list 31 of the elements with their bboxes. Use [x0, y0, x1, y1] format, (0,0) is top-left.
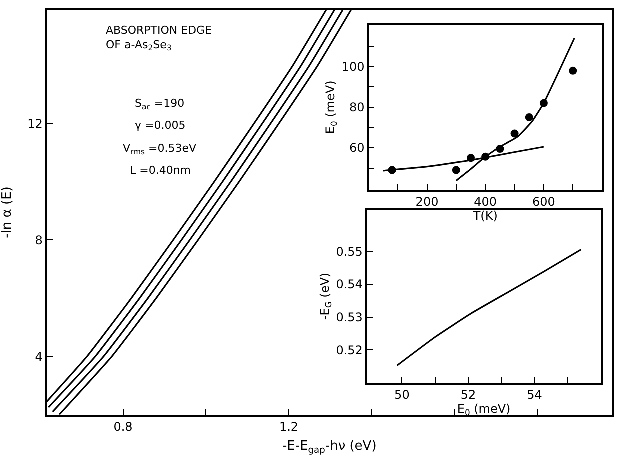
x-tick-label: 200	[416, 194, 439, 209]
annotation: S$_{ac}$ =190	[135, 97, 185, 112]
y-tick-label: 0.52	[336, 343, 363, 358]
y-tick-label: 80	[349, 100, 365, 115]
point	[569, 66, 578, 75]
x-tick-label: 54	[527, 388, 542, 402]
x-axis-title: -E-E$_{gap}$-hν (eV)	[282, 439, 377, 456]
line-series	[396, 249, 582, 367]
y-tick-label: 4	[35, 350, 43, 364]
point	[510, 130, 519, 138]
x-axis-title: T(K)	[472, 208, 498, 223]
annotation: L =0.40nm	[130, 164, 192, 177]
point	[452, 166, 460, 174]
text: ABSORPTION EDGE OF a-As$_{2}$Se$_{3}$	[106, 24, 212, 53]
y-tick-label: 0.53	[336, 310, 363, 324]
annotation: V$_{rms}$ =0.53eV	[123, 142, 198, 156]
y-tick-label: 8	[35, 233, 43, 248]
x-tick-label: 50	[394, 388, 410, 402]
point	[525, 114, 534, 122]
x-tick-label: 52	[460, 388, 476, 402]
x-tick-label: 0.8	[114, 420, 133, 434]
x-tick-label: 400	[474, 194, 498, 209]
x-tick-label: 1.2	[279, 420, 299, 434]
y-axis-title: -ln α (E)	[0, 186, 15, 238]
y-tick-label: 0.55	[336, 244, 363, 259]
annotation: γ =0.005	[135, 119, 186, 132]
y-tick-label: 0.54	[336, 278, 363, 292]
y-tick-label: 100	[342, 60, 365, 74]
x-tick-label: 600	[532, 194, 556, 209]
y-tick-label: 12	[28, 116, 43, 131]
y-tick-label: 60	[349, 141, 365, 156]
